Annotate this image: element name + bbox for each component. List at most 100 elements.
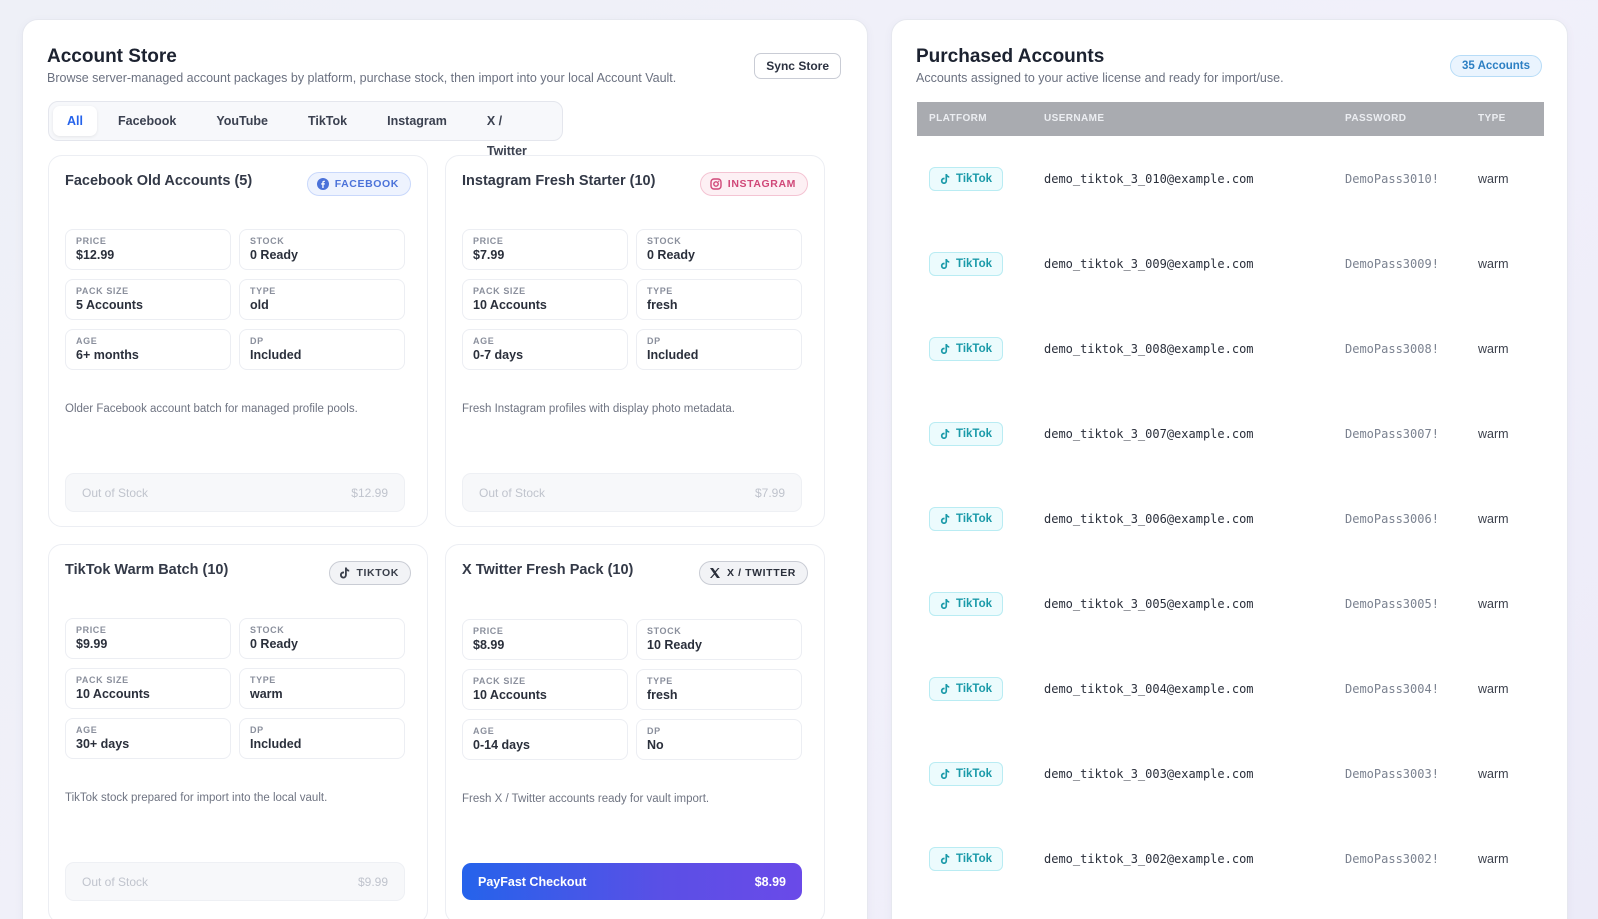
tiktok-icon — [940, 173, 950, 185]
stat-value: old — [250, 298, 269, 312]
platform-pill: TikTok — [929, 677, 1003, 701]
accounts-count-badge: 35 Accounts — [1450, 55, 1542, 77]
type-cell: warm — [1478, 767, 1509, 781]
tab-x-twitter[interactable]: X / Twitter — [486, 114, 527, 158]
username-cell: demo_tiktok_3_008@example.com — [1044, 342, 1254, 356]
purchased-subtitle: Accounts assigned to your active license… — [916, 71, 1284, 85]
sync-store-button[interactable]: Sync Store — [754, 53, 841, 79]
stat-label: STOCK — [250, 236, 285, 246]
store-subtitle: Browse server-managed account packages b… — [47, 71, 677, 85]
platform-label: TikTok — [956, 768, 992, 780]
type-cell: warm — [1478, 257, 1509, 271]
stat-stock: STOCK 10 Ready — [636, 619, 802, 660]
type-cell: warm — [1478, 427, 1509, 441]
action-label: Out of Stock — [479, 485, 546, 500]
action-label: Out of Stock — [82, 874, 149, 889]
card-description: Fresh X / Twitter accounts ready for vau… — [462, 793, 710, 805]
card-stats: PRICE $8.99 STOCK 10 Ready PACK SIZE 10 Acc… — [462, 619, 802, 760]
card-title: Instagram Fresh Starter (10) — [462, 173, 656, 189]
column-header-password: PASSWORD — [1345, 113, 1407, 124]
table-row[interactable]: TikTok demo_tiktok_3_008@example.com DemoP… — [917, 306, 1544, 391]
table-row[interactable]: TikTok demo_tiktok_3_003@example.com DemoP… — [917, 731, 1544, 816]
stat-price: PRICE $8.99 — [462, 619, 628, 660]
stat-value: No — [647, 738, 664, 752]
stat-value: Included — [647, 348, 699, 362]
card-stats: PRICE $9.99 STOCK 0 Ready PACK SIZE 10 Acco… — [65, 618, 405, 759]
stat-value: 10 Accounts — [473, 298, 547, 312]
stat-type: TYPE fresh — [636, 279, 802, 320]
tiktok-icon — [940, 683, 950, 695]
purchased-accounts-panel: Purchased Accounts Accounts assigned to … — [891, 19, 1568, 919]
stat-age: AGE 6+ months — [65, 329, 231, 370]
tab-facebook[interactable]: Facebook — [117, 114, 177, 128]
table-row[interactable]: TikTok demo_tiktok_3_005@example.com DemoP… — [917, 561, 1544, 646]
table-row[interactable]: TikTok demo_tiktok_3_009@example.com DemoP… — [917, 221, 1544, 306]
type-cell: warm — [1478, 682, 1509, 696]
stat-label: PACK SIZE — [473, 676, 526, 686]
stat-type: TYPE warm — [239, 668, 405, 709]
package-card-x-twitter: X Twitter Fresh Pack (10) X / TWITTER PR… — [445, 544, 825, 919]
action-price: $12.99 — [351, 485, 388, 500]
stat-label: STOCK — [647, 626, 682, 636]
password-cell: DemoPass3007! — [1345, 427, 1439, 441]
username-cell: demo_tiktok_3_002@example.com — [1044, 852, 1254, 866]
password-cell: DemoPass3002! — [1345, 852, 1439, 866]
stat-value: $7.99 — [473, 248, 505, 262]
username-cell: demo_tiktok_3_009@example.com — [1044, 257, 1254, 271]
package-card-instagram: Instagram Fresh Starter (10) INSTAGRAM P… — [445, 155, 825, 527]
stat-label: TYPE — [647, 286, 673, 296]
platform-label: TikTok — [956, 343, 992, 355]
type-cell: warm — [1478, 342, 1509, 356]
stat-value: $8.99 — [473, 638, 505, 652]
stat-label: TYPE — [647, 676, 673, 686]
x-twitter-icon — [709, 567, 721, 579]
package-card-facebook: Facebook Old Accounts (5) FACEBOOK PRICE… — [48, 155, 428, 527]
table-row[interactable]: TikTok demo_tiktok_3_004@example.com DemoP… — [917, 646, 1544, 731]
stat-label: PRICE — [473, 236, 504, 246]
stat-label: DP — [250, 336, 264, 346]
facebook-icon — [316, 178, 329, 190]
stat-dp: DP Included — [239, 329, 405, 370]
stat-age: AGE 0-14 days — [462, 719, 628, 760]
out-of-stock-button[interactable]: Out of Stock $12.99 — [65, 473, 405, 512]
platform-label: TikTok — [956, 258, 992, 270]
password-cell: DemoPass3010! — [1345, 172, 1439, 186]
platform-pill: TikTok — [929, 762, 1003, 786]
out-of-stock-button[interactable]: Out of Stock $9.99 — [65, 862, 405, 901]
stat-value: 0 Ready — [647, 248, 695, 262]
table-row[interactable]: TikTok demo_tiktok_3_006@example.com DemoP… — [917, 476, 1544, 561]
badge-label: FACEBOOK — [334, 178, 399, 190]
tab-instagram[interactable]: Instagram — [387, 114, 447, 128]
tiktok-icon — [940, 853, 950, 865]
tiktok-icon — [940, 598, 950, 610]
username-cell: demo_tiktok_3_004@example.com — [1044, 682, 1254, 696]
stat-label: STOCK — [647, 236, 682, 246]
action-label: PayFast Checkout — [478, 874, 587, 889]
action-label: Out of Stock — [82, 485, 149, 500]
column-header-type: TYPE — [1478, 113, 1506, 124]
table-row[interactable]: TikTok demo_tiktok_3_010@example.com DemoP… — [917, 136, 1544, 221]
stat-price: PRICE $9.99 — [65, 618, 231, 659]
tiktok-icon — [940, 428, 950, 440]
stat-dp: DP Included — [636, 329, 802, 370]
tab-all[interactable]: All — [53, 106, 97, 136]
platform-pill: TikTok — [929, 252, 1003, 276]
table-row[interactable]: TikTok demo_tiktok_3_002@example.com DemoP… — [917, 816, 1544, 901]
stat-value: fresh — [647, 298, 678, 312]
stat-label: TYPE — [250, 675, 276, 685]
card-stats: PRICE $12.99 STOCK 0 Ready PACK SIZE 5 Acco… — [65, 229, 405, 370]
table-row[interactable]: TikTok demo_tiktok_3_007@example.com DemoP… — [917, 391, 1544, 476]
platform-pill: TikTok — [929, 337, 1003, 361]
column-header-username: USERNAME — [1044, 113, 1105, 124]
stat-stock: STOCK 0 Ready — [239, 229, 405, 270]
stat-value: fresh — [647, 688, 678, 702]
stat-value: $12.99 — [76, 248, 115, 262]
payfast-checkout-button[interactable]: PayFast Checkout $8.99 — [462, 863, 802, 900]
out-of-stock-button[interactable]: Out of Stock $7.99 — [462, 473, 802, 512]
tab-tiktok[interactable]: TikTok — [307, 114, 348, 128]
stat-label: PACK SIZE — [473, 286, 526, 296]
tab-youtube[interactable]: YouTube — [216, 114, 268, 128]
platform-pill: TikTok — [929, 592, 1003, 616]
card-title: TikTok Warm Batch (10) — [65, 562, 229, 578]
column-header-platform: PLATFORM — [929, 113, 988, 124]
